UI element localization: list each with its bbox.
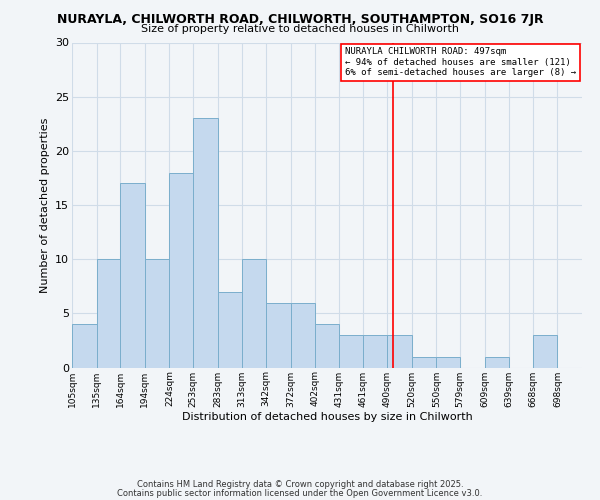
X-axis label: Distribution of detached houses by size in Chilworth: Distribution of detached houses by size … — [182, 412, 472, 422]
Y-axis label: Number of detached properties: Number of detached properties — [40, 118, 50, 292]
Bar — [72, 324, 97, 368]
Bar — [145, 259, 169, 368]
Bar — [315, 324, 339, 368]
Bar — [242, 259, 266, 368]
Text: Contains public sector information licensed under the Open Government Licence v3: Contains public sector information licen… — [118, 488, 482, 498]
Text: Size of property relative to detached houses in Chilworth: Size of property relative to detached ho… — [141, 24, 459, 34]
Bar — [364, 335, 387, 368]
Bar — [169, 172, 193, 368]
Bar — [339, 335, 364, 368]
Bar — [193, 118, 218, 368]
Bar — [533, 335, 557, 368]
Bar — [218, 292, 242, 368]
Bar — [120, 184, 145, 368]
Bar — [97, 259, 120, 368]
Text: NURAYLA CHILWORTH ROAD: 497sqm
← 94% of detached houses are smaller (121)
6% of : NURAYLA CHILWORTH ROAD: 497sqm ← 94% of … — [345, 48, 576, 77]
Bar — [485, 356, 509, 368]
Text: Contains HM Land Registry data © Crown copyright and database right 2025.: Contains HM Land Registry data © Crown c… — [137, 480, 463, 489]
Bar — [436, 356, 460, 368]
Bar — [266, 302, 290, 368]
Bar — [290, 302, 315, 368]
Text: NURAYLA, CHILWORTH ROAD, CHILWORTH, SOUTHAMPTON, SO16 7JR: NURAYLA, CHILWORTH ROAD, CHILWORTH, SOUT… — [56, 12, 544, 26]
Bar — [412, 356, 436, 368]
Bar — [387, 335, 412, 368]
